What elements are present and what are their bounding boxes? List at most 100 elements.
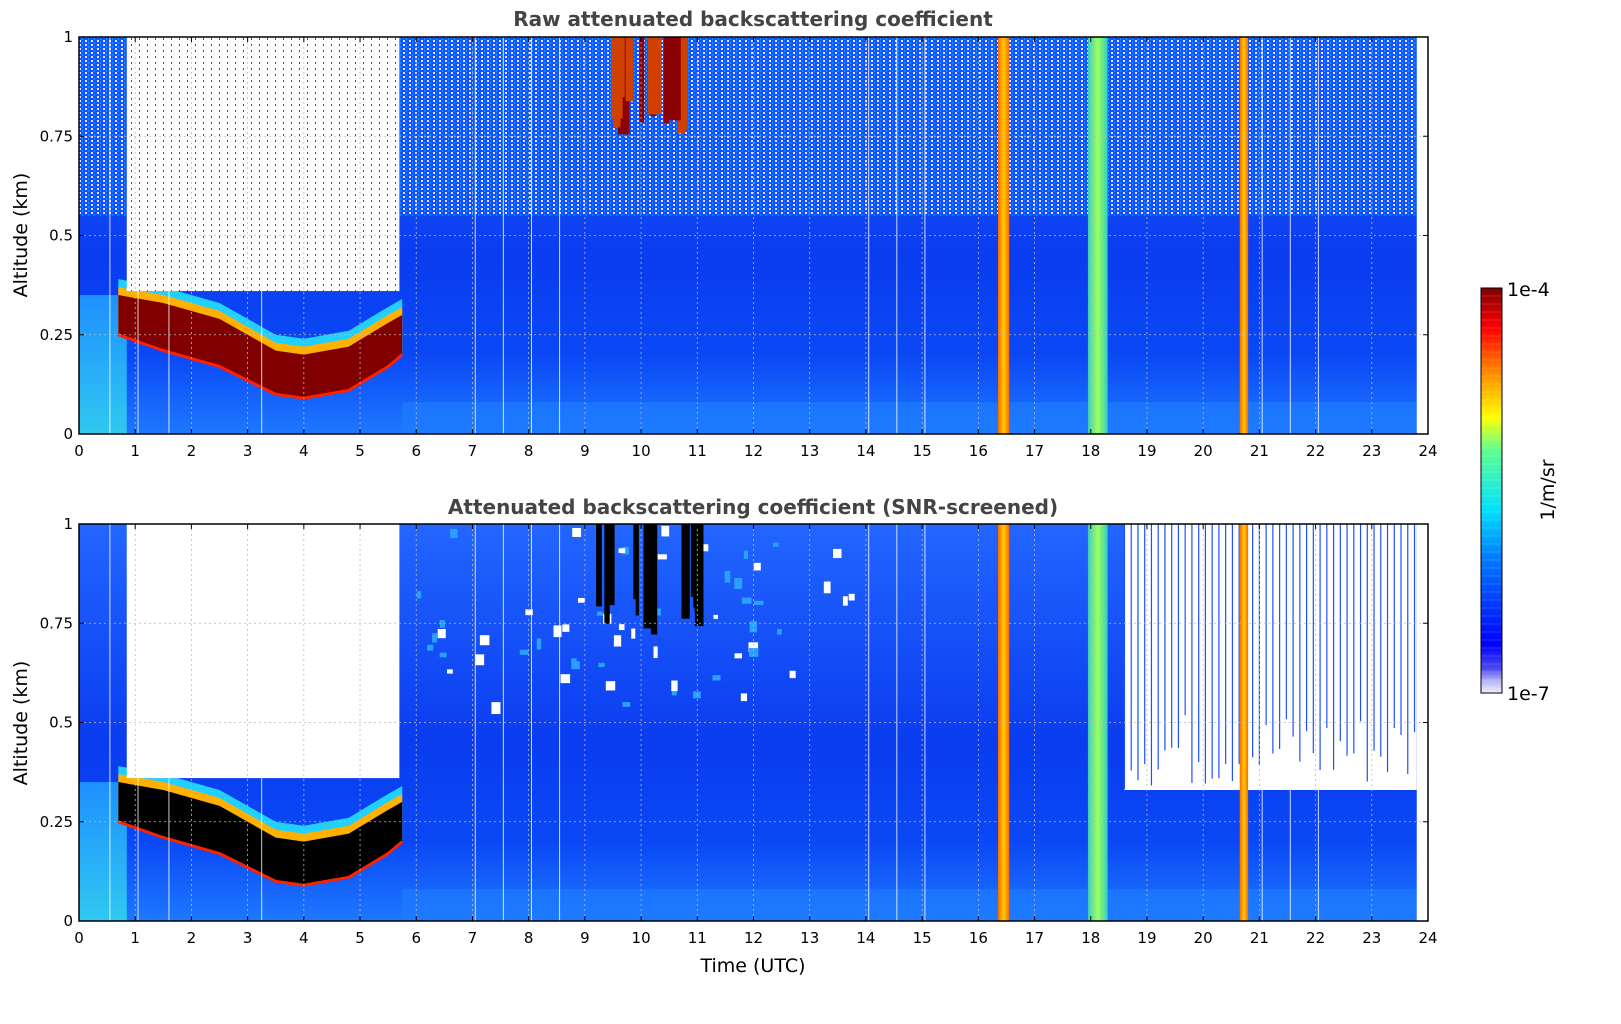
- noise-patch: [562, 624, 570, 632]
- x-tick-label: 13: [800, 442, 819, 460]
- high-cloud-streak: [656, 37, 662, 114]
- cloud-base: [117, 820, 404, 887]
- high-cloud-streak: [625, 37, 634, 102]
- surface-layer: [402, 889, 1417, 921]
- x-tick-label: 0: [74, 929, 84, 947]
- noise-patch: [571, 658, 577, 663]
- noise-patch: [560, 674, 571, 684]
- y-tick-label: 0: [63, 912, 73, 930]
- noise-patch: [789, 670, 796, 679]
- panel-title: Attenuated backscattering coefficient (S…: [448, 495, 1058, 519]
- noise-patch: [519, 649, 529, 655]
- x-tick-label: 10: [632, 929, 651, 947]
- x-tick-label: 21: [1250, 929, 1269, 947]
- noise-patch: [748, 642, 759, 653]
- no-data-region: [1416, 524, 1428, 921]
- noise-patch: [724, 570, 731, 583]
- x-tick-label: 12: [744, 929, 763, 947]
- noise-patch: [553, 625, 562, 638]
- high-cloud-streak: [596, 524, 602, 607]
- y-axis-label: Altitude (km): [10, 661, 32, 786]
- x-tick-label: 11: [688, 442, 707, 460]
- x-tick-label: 10: [632, 442, 651, 460]
- y-tick-label: 0.75: [40, 614, 73, 632]
- x-tick-label: 22: [1306, 929, 1325, 947]
- high-cloud-streak: [650, 524, 658, 635]
- high-cloud-streak: [633, 524, 639, 600]
- raw-backscatter-panel: Raw attenuated backscattering coefficien…: [10, 7, 1438, 460]
- noise-patch: [437, 628, 446, 639]
- noise-patch: [479, 635, 490, 646]
- colorbar: 1e-4 1e-7 1/m/sr: [1480, 279, 1559, 705]
- x-tick-label: 15: [913, 929, 932, 947]
- x-tick-label: 16: [969, 929, 988, 947]
- x-tick-label: 14: [856, 929, 875, 947]
- noise-patch: [842, 596, 848, 606]
- precipitation-column: [1239, 37, 1249, 434]
- noise-patch: [439, 652, 447, 658]
- x-tick-label: 2: [187, 929, 197, 947]
- clear-air-region: [126, 524, 400, 779]
- x-tick-label: 7: [468, 442, 478, 460]
- y-tick-label: 0.25: [40, 813, 73, 831]
- noise-patch: [661, 525, 670, 537]
- noise-patch: [491, 702, 501, 715]
- x-tick-label: 18: [1081, 929, 1100, 947]
- x-tick-label: 24: [1418, 442, 1437, 460]
- noise-patch: [848, 593, 855, 601]
- x-tick-label: 1: [130, 929, 140, 947]
- noise-patch: [572, 528, 582, 537]
- no-data-region: [1416, 37, 1428, 434]
- x-tick-label: 23: [1362, 442, 1381, 460]
- noise-patch: [712, 675, 721, 681]
- y-tick-label: 1: [63, 515, 73, 533]
- x-tick-label: 14: [856, 442, 875, 460]
- noise-patch: [613, 635, 622, 647]
- x-tick-label: 21: [1250, 442, 1269, 460]
- x-tick-label: 4: [299, 442, 309, 460]
- noise-patch: [753, 562, 761, 571]
- noise-patch: [653, 646, 658, 659]
- high-cloud-streak: [643, 524, 652, 629]
- colorbar-unit-label: 1/m/sr: [1537, 459, 1559, 520]
- x-tick-label: 9: [580, 929, 590, 947]
- noise-patch: [439, 619, 445, 628]
- clear-air-region: [126, 37, 400, 292]
- cloud-layer: [118, 295, 403, 399]
- noise-patch: [605, 681, 616, 691]
- y-tick-label: 0.5: [49, 227, 73, 245]
- noise-patch: [833, 548, 842, 559]
- x-tick-label: 22: [1306, 442, 1325, 460]
- y-tick-label: 0.75: [40, 127, 73, 145]
- noise-patch: [618, 624, 625, 631]
- x-tick-label: 8: [524, 929, 534, 947]
- noise-patch: [671, 687, 677, 696]
- high-cloud-streak: [617, 37, 625, 98]
- noise-patch: [598, 662, 605, 668]
- high-cloud-streak: [604, 524, 610, 624]
- y-axis-label: Altitude (km): [10, 173, 32, 298]
- noise-patch: [713, 614, 719, 619]
- x-axis-ticks: 0 1 2 3 4 5 6 7 8 9 10 11 12 13 14 15 16 17 18 19 20 21 22 23 24: [74, 37, 1438, 460]
- x-tick-label: 12: [744, 442, 763, 460]
- x-tick-label: 5: [355, 442, 365, 460]
- high-cloud-streak: [690, 524, 695, 597]
- y-tick-label: 0.5: [49, 714, 73, 732]
- cloud-layer: [118, 782, 403, 886]
- x-tick-label: 6: [411, 929, 421, 947]
- precipitation-column: [1087, 524, 1108, 921]
- precipitation-column: [998, 37, 1010, 434]
- x-tick-label: 24: [1418, 929, 1437, 947]
- noise-patch: [475, 654, 485, 666]
- noise-patch: [597, 611, 604, 616]
- high-cloud-streak: [663, 37, 669, 124]
- x-tick-label: 19: [1137, 442, 1156, 460]
- colorbar-frame: [1480, 287, 1503, 694]
- x-tick-label: 18: [1081, 442, 1100, 460]
- noise-patch: [657, 554, 667, 560]
- x-tick-label: 5: [355, 929, 365, 947]
- x-tick-label: 8: [524, 442, 534, 460]
- x-tick-label: 16: [969, 442, 988, 460]
- high-cloud-streak: [694, 524, 701, 612]
